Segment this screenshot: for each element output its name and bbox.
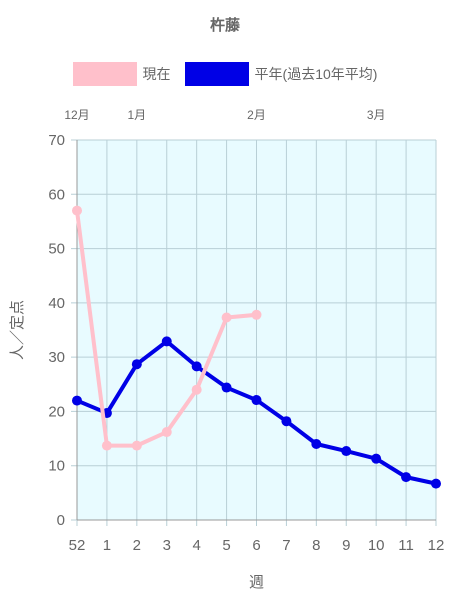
x-tick-label: 12	[428, 537, 445, 554]
data-point-current	[191, 384, 202, 395]
data-point-normal	[401, 472, 412, 483]
month-label: 12月	[64, 108, 89, 122]
month-label: 3月	[367, 108, 386, 122]
legend-item-current[interactable]: 現在	[72, 62, 171, 86]
data-point-normal	[221, 382, 232, 393]
x-tick-label: 6	[252, 537, 260, 554]
y-tick-label: 0	[57, 512, 65, 529]
x-tick-label: 10	[368, 537, 385, 554]
chart-title: 杵藤	[209, 17, 240, 34]
data-point-current	[221, 312, 232, 323]
legend: 現在 平年(過去10年平均)	[0, 62, 450, 86]
y-axis-title: 人／定点	[9, 300, 26, 360]
data-point-current	[72, 205, 82, 216]
data-point-normal	[281, 416, 292, 427]
x-tick-label: 8	[312, 537, 320, 554]
data-point-normal	[131, 359, 142, 370]
x-tick-label: 52	[69, 537, 86, 554]
y-tick-label: 20	[48, 403, 65, 420]
x-tick-label: 5	[222, 537, 230, 554]
x-tick-label: 1	[103, 537, 111, 554]
data-point-normal	[311, 439, 322, 449]
legend-label-normal: 平年(過去10年平均)	[254, 66, 378, 82]
data-point-current	[251, 309, 262, 320]
data-point-normal	[251, 395, 262, 406]
x-tick-label: 9	[342, 537, 350, 554]
data-point-current	[101, 440, 112, 451]
y-tick-label: 50	[48, 241, 65, 258]
data-point-normal	[431, 478, 441, 489]
data-point-normal	[191, 361, 202, 372]
month-label: 2月	[247, 108, 266, 122]
x-tick-label: 2	[133, 537, 141, 554]
x-tick-label: 7	[282, 537, 290, 554]
data-point-current	[161, 427, 172, 438]
data-point-normal	[72, 395, 82, 406]
data-point-normal	[371, 453, 382, 464]
data-point-normal	[161, 336, 172, 347]
legend-item-normal[interactable]: 平年(過去10年平均)	[184, 62, 378, 86]
x-tick-label: 3	[163, 537, 171, 554]
y-tick-label: 30	[48, 349, 65, 366]
legend-label-current: 現在	[142, 66, 171, 82]
y-tick-label: 10	[48, 458, 65, 475]
x-tick-label: 4	[192, 537, 200, 554]
month-label: 1月	[127, 108, 146, 122]
legend-swatch-normal	[184, 62, 249, 86]
legend-swatch-current	[72, 62, 137, 86]
y-tick-label: 40	[48, 295, 65, 312]
x-tick-label: 11	[398, 537, 414, 554]
y-tick-label: 70	[48, 132, 65, 149]
data-point-normal	[341, 446, 352, 457]
x-axis-title: 週	[249, 574, 264, 591]
data-point-current	[131, 440, 142, 451]
y-tick-label: 60	[48, 186, 65, 203]
